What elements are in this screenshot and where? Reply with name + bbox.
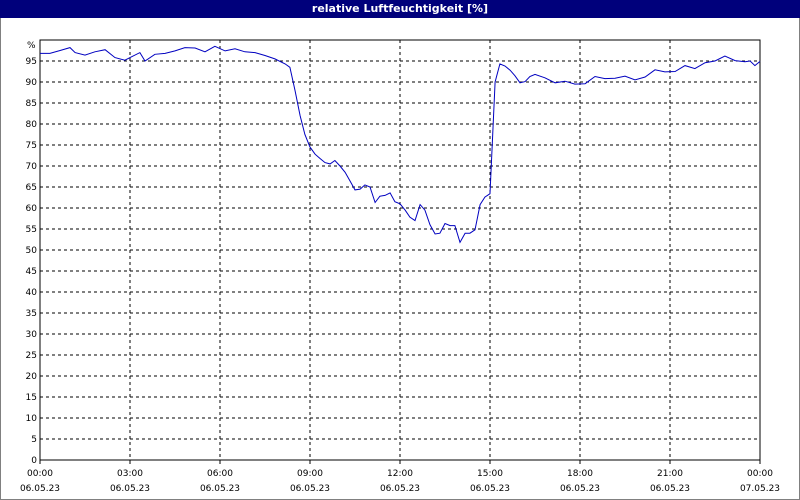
y-tick-label: 25: [26, 351, 37, 361]
x-tick-time-label: 09:00: [297, 469, 323, 479]
x-tick-time-label: 21:00: [657, 469, 683, 479]
chart-title: relative Luftfeuchtigkeit [%]: [0, 0, 800, 18]
y-tick-label: 60: [26, 204, 38, 214]
y-tick-label: 65: [26, 183, 37, 193]
y-tick-label: 55: [26, 225, 37, 235]
y-tick-label: 95: [26, 57, 37, 67]
series-layer: [40, 45, 761, 244]
y-tick-label: 40: [26, 288, 38, 298]
y-tick-label: 85: [26, 99, 37, 109]
y-tick-label: 70: [26, 162, 38, 172]
y-tick-label: 75: [26, 141, 37, 151]
y-tick-label: 30: [26, 330, 38, 340]
x-tick-date-label: 06.05.23: [110, 484, 150, 494]
x-tick-date-label: 07.05.23: [740, 484, 780, 494]
axes: [39, 39, 761, 464]
y-tick-label: 20: [26, 372, 38, 382]
x-tick-time-label: 12:00: [387, 469, 413, 479]
x-tick-time-label: 00:00: [747, 469, 773, 479]
x-tick-date-label: 06.05.23: [560, 484, 600, 494]
y-axis-unit-label: %: [27, 41, 36, 51]
plot-area-border: [39, 39, 761, 461]
x-tick-date-label: 06.05.23: [200, 484, 240, 494]
x-tick-time-label: 15:00: [477, 469, 503, 479]
y-tick-label: 90: [26, 78, 38, 88]
x-tick-date-label: 06.05.23: [470, 484, 510, 494]
y-tick-label: 10: [26, 414, 38, 424]
y-tick-label: 5: [31, 435, 37, 445]
y-tick-label: 35: [26, 309, 37, 319]
x-axis-tick-labels: 00:00 06.05.23 03:00 06.05.23 06:00 06.05.23 0…: [20, 469, 780, 494]
y-axis-tick-labels: 0 5 10 15 20 25 30 35 40 45 50 55 60 65 70 75 80 85 90 95: [26, 57, 38, 466]
y-tick-label: 45: [26, 267, 37, 277]
x-tick-time-label: 06:00: [207, 469, 233, 479]
x-tick-date-label: 06.05.23: [380, 484, 420, 494]
y-tick-label: 0: [31, 456, 37, 466]
x-tick-time-label: 03:00: [117, 469, 143, 479]
y-tick-label: 50: [26, 246, 38, 256]
x-tick-time-label: 00:00: [27, 469, 53, 479]
grid: [40, 40, 760, 460]
x-tick-date-label: 06.05.23: [20, 484, 60, 494]
y-tick-label: 15: [26, 393, 37, 403]
humidity-series-line: [40, 45, 761, 244]
y-tick-label: 80: [26, 120, 38, 130]
x-tick-date-label: 06.05.23: [650, 484, 690, 494]
x-tick-date-label: 06.05.23: [290, 484, 330, 494]
x-tick-time-label: 18:00: [567, 469, 593, 479]
